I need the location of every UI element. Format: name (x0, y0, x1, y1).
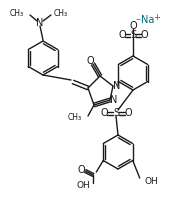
Text: O: O (140, 30, 148, 40)
Text: O: O (129, 21, 137, 31)
Text: OH: OH (77, 182, 90, 190)
Text: S: S (113, 108, 119, 118)
Text: O: O (86, 56, 94, 66)
Text: CH₃: CH₃ (10, 8, 24, 18)
Text: O: O (124, 108, 132, 118)
Text: N: N (36, 18, 44, 28)
Text: ⁻: ⁻ (135, 17, 141, 27)
Text: O: O (77, 165, 85, 175)
Text: CH₃: CH₃ (54, 8, 68, 18)
Text: O: O (118, 30, 126, 40)
Text: Na: Na (141, 15, 154, 25)
Text: OH: OH (145, 177, 159, 185)
Text: O: O (100, 108, 108, 118)
Text: +: + (153, 13, 160, 21)
Text: N: N (113, 81, 121, 91)
Text: N: N (110, 95, 118, 105)
Text: S: S (130, 30, 136, 40)
Text: CH₃: CH₃ (68, 114, 82, 122)
